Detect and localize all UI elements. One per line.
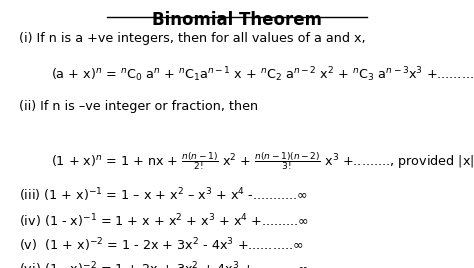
Text: (ii) If n is –ve integer or fraction, then: (ii) If n is –ve integer or fraction, th…: [18, 100, 258, 113]
Text: (a + x)$^n$ = $^n$C$_0$ a$^n$ + $^n$C$_1$a$^{n-1}$ x + $^n$C$_2$ a$^{n-2}$ x$^2$: (a + x)$^n$ = $^n$C$_0$ a$^n$ + $^n$C$_1…: [51, 66, 474, 84]
Text: (iv) (1 - x)$^{-1}$ = 1 + x + x$^2$ + x$^3$ + x$^4$ +.........∞: (iv) (1 - x)$^{-1}$ = 1 + x + x$^2$ + x$…: [18, 213, 309, 230]
Text: (i) If n is a +ve integers, then for all values of a and x,: (i) If n is a +ve integers, then for all…: [18, 32, 365, 44]
Text: (v)  (1 + x)$^{-2}$ = 1 - 2x + 3x$^2$ - 4x$^3$ +...........∞: (v) (1 + x)$^{-2}$ = 1 - 2x + 3x$^2$ - 4…: [18, 236, 303, 254]
Text: (1 + x)$^n$ = 1 + nx + $\frac{n(n-1)}{2!}$ x$^2$ + $\frac{n(n-1)(n-2)}{3!}$ x$^3: (1 + x)$^n$ = 1 + nx + $\frac{n(n-1)}{2!…: [51, 150, 474, 172]
Text: Binomial Theorem: Binomial Theorem: [152, 10, 322, 29]
Text: (vi) (1 - x)$^{-2}$ = 1 + 2x + 3x$^2$ + 4x$^3$ +...........∞: (vi) (1 - x)$^{-2}$ = 1 + 2x + 3x$^2$ + …: [18, 260, 309, 268]
Text: (iii) (1 + x)$^{-1}$ = 1 – x + x$^2$ – x$^3$ + x$^4$ -...........∞: (iii) (1 + x)$^{-1}$ = 1 – x + x$^2$ – x…: [18, 187, 308, 204]
